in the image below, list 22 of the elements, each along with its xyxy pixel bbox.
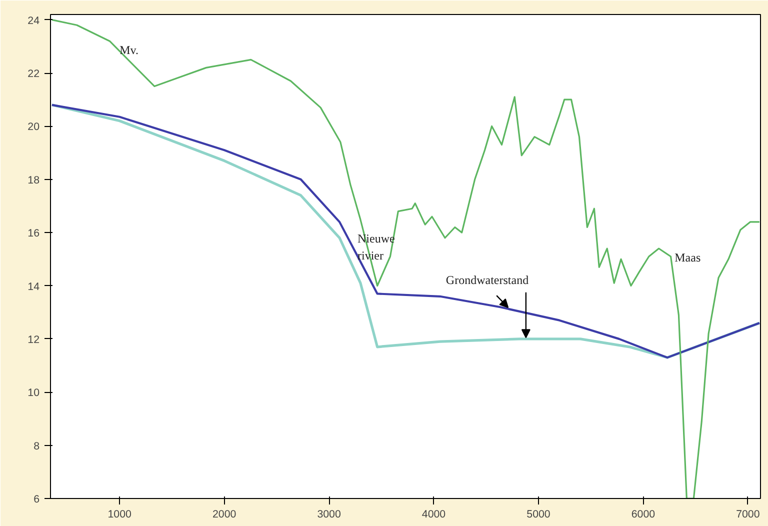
- y-tick-label: 14: [28, 280, 40, 293]
- y-tick-label: 24: [28, 14, 40, 27]
- x-tick-label: 5000: [526, 508, 550, 520]
- line-series: [51, 19, 760, 498]
- x-tick-label: 2000: [212, 508, 236, 520]
- annotation: Maas: [674, 250, 701, 264]
- x-tick-label: 6000: [631, 508, 656, 520]
- y-tick-label: 6: [34, 494, 40, 506]
- y-tick-label: 8: [34, 440, 40, 452]
- x-tick-label: 7000: [736, 508, 760, 520]
- y-tick-label: 12: [28, 334, 40, 346]
- y-tick-label: 16: [28, 228, 40, 240]
- y-tick-label: 10: [28, 387, 40, 400]
- x-tick-label: 3000: [317, 508, 341, 520]
- x-tick-label: 4000: [422, 508, 446, 520]
- line-series: [50, 104, 760, 359]
- annotation: Grondwaterstand: [446, 272, 529, 287]
- y-tick-label: 22: [28, 68, 40, 80]
- y-tick-label: 18: [28, 174, 40, 186]
- annotation: Mv.: [120, 43, 139, 58]
- x-tick-label: 1000: [108, 508, 132, 520]
- y-tick-label: 20: [28, 121, 40, 134]
